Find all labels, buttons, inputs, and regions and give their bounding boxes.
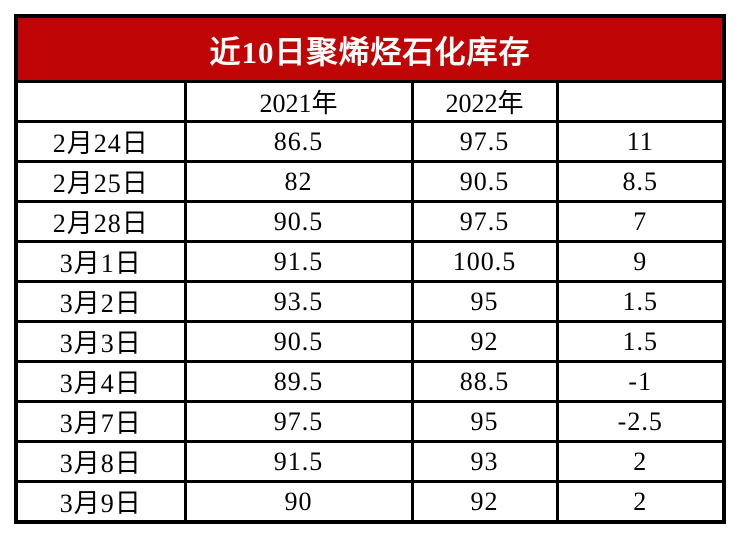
cell-2021: 89.5 [183, 360, 414, 403]
cell-date: 3月1日 [14, 240, 187, 283]
cell-2022: 93 [410, 440, 559, 483]
column-header-diff [555, 80, 726, 123]
inventory-table-container: 近10日聚烯烃石化库存 2021年 2022年 2月24日 86.5 97.5 … [14, 14, 726, 524]
cell-2021: 90.5 [183, 200, 414, 243]
cell-diff: 9 [555, 240, 726, 283]
cell-2021: 82 [183, 160, 414, 203]
column-header-date [14, 80, 187, 123]
cell-2022: 97.5 [410, 120, 559, 163]
cell-diff: 1.5 [555, 320, 726, 363]
cell-date: 2月25日 [14, 160, 187, 203]
table-title: 近10日聚烯烃石化库存 [14, 14, 726, 83]
table-row: 2月24日 86.5 97.5 11 [14, 120, 726, 163]
cell-diff: 2 [555, 480, 726, 524]
cell-date: 3月8日 [14, 440, 187, 483]
cell-date: 3月7日 [14, 400, 187, 443]
cell-diff: 7 [555, 200, 726, 243]
cell-2022: 92 [410, 480, 559, 524]
cell-2021: 97.5 [183, 400, 414, 443]
cell-date: 2月24日 [14, 120, 187, 163]
cell-diff: 8.5 [555, 160, 726, 203]
cell-diff: 1.5 [555, 280, 726, 323]
table-row: 3月2日 93.5 95 1.5 [14, 280, 726, 323]
cell-2021: 91.5 [183, 240, 414, 283]
cell-2022: 88.5 [410, 360, 559, 403]
inventory-table: 近10日聚烯烃石化库存 2021年 2022年 2月24日 86.5 97.5 … [14, 14, 726, 524]
cell-2021: 91.5 [183, 440, 414, 483]
cell-2022: 95 [410, 280, 559, 323]
cell-diff: 11 [555, 120, 726, 163]
table-header-row: 2021年 2022年 [14, 80, 726, 123]
cell-2021: 86.5 [183, 120, 414, 163]
cell-2022: 90.5 [410, 160, 559, 203]
cell-diff: -2.5 [555, 400, 726, 443]
cell-2022: 97.5 [410, 200, 559, 243]
cell-2021: 93.5 [183, 280, 414, 323]
cell-date: 3月4日 [14, 360, 187, 403]
table-row: 2月25日 82 90.5 8.5 [14, 160, 726, 203]
cell-2022: 92 [410, 320, 559, 363]
column-header-2021: 2021年 [183, 80, 414, 123]
cell-date: 3月9日 [14, 480, 187, 524]
table-row: 3月8日 91.5 93 2 [14, 440, 726, 483]
cell-2022: 95 [410, 400, 559, 443]
cell-2021: 90 [183, 480, 414, 524]
table-row: 3月4日 89.5 88.5 -1 [14, 360, 726, 403]
column-header-2022: 2022年 [410, 80, 559, 123]
table-row: 2月28日 90.5 97.5 7 [14, 200, 726, 243]
cell-date: 3月3日 [14, 320, 187, 363]
table-row: 3月9日 90 92 2 [14, 480, 726, 524]
table-row: 3月3日 90.5 92 1.5 [14, 320, 726, 363]
cell-2021: 90.5 [183, 320, 414, 363]
cell-diff: -1 [555, 360, 726, 403]
table-row: 3月7日 97.5 95 -2.5 [14, 400, 726, 443]
cell-diff: 2 [555, 440, 726, 483]
cell-date: 3月2日 [14, 280, 187, 323]
cell-date: 2月28日 [14, 200, 187, 243]
cell-2022: 100.5 [410, 240, 559, 283]
table-row: 3月1日 91.5 100.5 9 [14, 240, 726, 283]
table-title-row: 近10日聚烯烃石化库存 [14, 14, 726, 83]
